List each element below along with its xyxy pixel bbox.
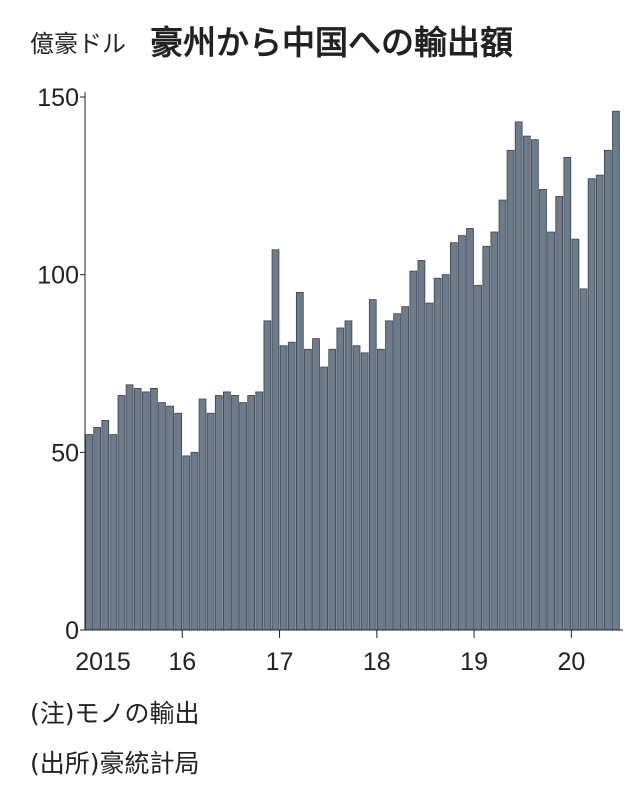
x-tick-label: 18 <box>363 648 391 676</box>
bar <box>133 387 142 631</box>
bar <box>93 427 102 631</box>
bar <box>206 412 215 631</box>
bar <box>109 434 118 631</box>
bar <box>612 110 620 631</box>
bar <box>409 270 418 631</box>
bar <box>279 345 288 631</box>
y-tick-label: 150 <box>37 84 79 112</box>
note: (注)モノの輸出 <box>30 699 200 728</box>
bar <box>287 341 296 631</box>
bar <box>603 149 612 631</box>
bar <box>377 348 385 631</box>
bar <box>101 419 110 631</box>
bar <box>198 398 207 631</box>
bar <box>425 302 434 631</box>
bar <box>474 284 482 631</box>
bar <box>579 288 588 631</box>
bar <box>263 320 272 631</box>
bar <box>141 391 150 631</box>
bar <box>595 174 604 631</box>
bar <box>368 299 377 631</box>
bar <box>174 412 183 631</box>
bar <box>449 242 458 631</box>
bar <box>190 451 199 631</box>
bar <box>571 238 580 631</box>
bar <box>433 277 442 631</box>
bar <box>150 387 158 631</box>
bar <box>223 391 231 631</box>
x-tick-label: 17 <box>266 648 294 676</box>
y-tick-label: 0 <box>65 617 79 645</box>
bar <box>304 348 312 631</box>
bar <box>531 139 539 631</box>
bar <box>458 235 466 631</box>
bar <box>522 135 531 631</box>
bar <box>231 395 239 631</box>
bar <box>563 157 572 631</box>
bar <box>539 188 547 631</box>
bar <box>255 391 264 631</box>
bar <box>336 327 345 631</box>
bar <box>490 231 499 631</box>
x-tick-label: 2015 <box>75 648 131 676</box>
bar <box>352 345 361 631</box>
bar <box>514 121 523 631</box>
y-tick-label: 100 <box>37 262 79 290</box>
bar <box>344 320 353 631</box>
bar <box>385 320 393 631</box>
bar <box>247 395 256 631</box>
bar <box>295 292 304 631</box>
note: (出所)豪統計局 <box>30 749 200 778</box>
bar <box>166 405 174 631</box>
bar <box>498 199 507 631</box>
bar <box>85 434 93 631</box>
bar <box>466 228 474 631</box>
bar <box>547 231 555 631</box>
bar <box>271 249 280 631</box>
bar <box>158 402 166 631</box>
bar <box>239 402 247 631</box>
bar <box>417 260 426 631</box>
x-tick-label: 19 <box>460 648 488 676</box>
bar <box>182 455 191 631</box>
bar <box>555 196 564 631</box>
bar <box>328 348 337 631</box>
bar <box>482 245 491 631</box>
bar <box>117 395 126 631</box>
bar <box>214 395 223 631</box>
y-tick-label: 50 <box>51 439 79 467</box>
y-axis-label: 億豪ドル <box>30 30 126 58</box>
bar <box>360 352 369 631</box>
bar <box>320 366 328 631</box>
bar <box>125 384 134 631</box>
x-tick-label: 20 <box>557 648 585 676</box>
bar <box>587 178 596 631</box>
chart-title: 豪州から中国への輸出額 <box>150 23 513 62</box>
x-tick-label: 16 <box>168 648 196 676</box>
bar <box>393 313 401 631</box>
bar <box>312 338 320 631</box>
bar <box>506 149 515 631</box>
bar <box>441 274 450 631</box>
bar <box>401 306 410 631</box>
